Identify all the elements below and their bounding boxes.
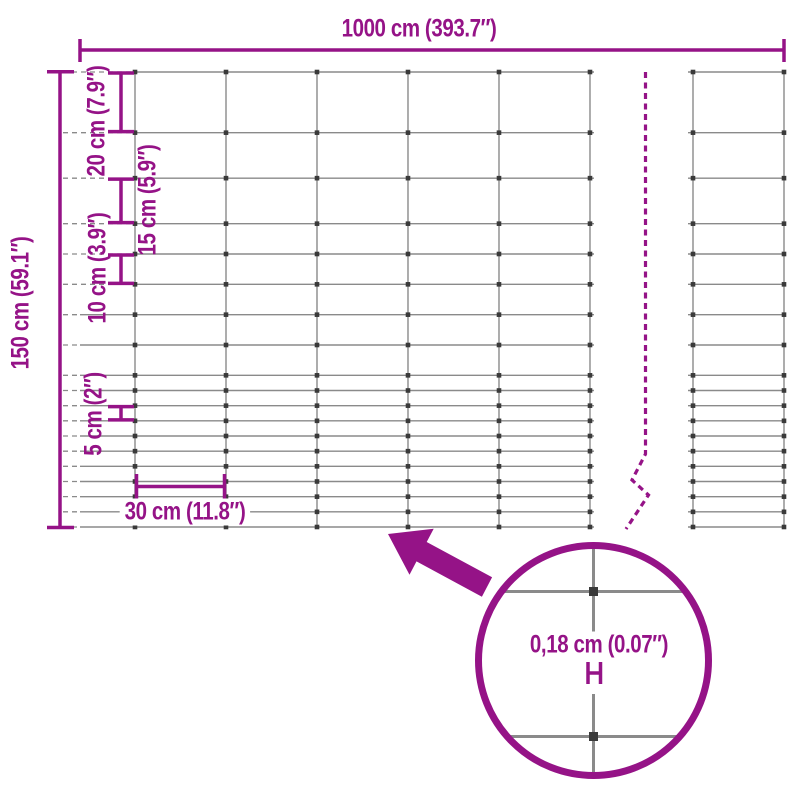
callout-arrow	[388, 528, 493, 597]
gap-30cm-label: 30 cm (11.8″)	[119, 498, 251, 526]
gap-10cm-label: 10 cm (3.9″)	[83, 212, 112, 324]
spacing-brackets	[108, 71, 227, 499]
total-width-label: 1000 cm (393.7″)	[341, 14, 497, 43]
wire-thickness-marker	[586, 662, 603, 684]
gap-20cm-label: 20 cm (7.9″)	[82, 65, 111, 177]
total-height-label: 150 cm (59.1″)	[6, 236, 35, 370]
gap-5cm-label: 5 cm (2″)	[79, 372, 108, 456]
wire-thickness-label: 0,18 cm (0.07″)	[525, 631, 673, 659]
height-dimension-line	[47, 70, 74, 530]
break-line	[624, 72, 651, 530]
mesh-right-section	[688, 69, 787, 530]
width-dimension-line	[78, 39, 786, 62]
magnifier-circle	[475, 542, 712, 779]
mesh-left-section	[63, 69, 594, 530]
gap-15cm-label: 15 cm (5.9″)	[133, 144, 162, 256]
